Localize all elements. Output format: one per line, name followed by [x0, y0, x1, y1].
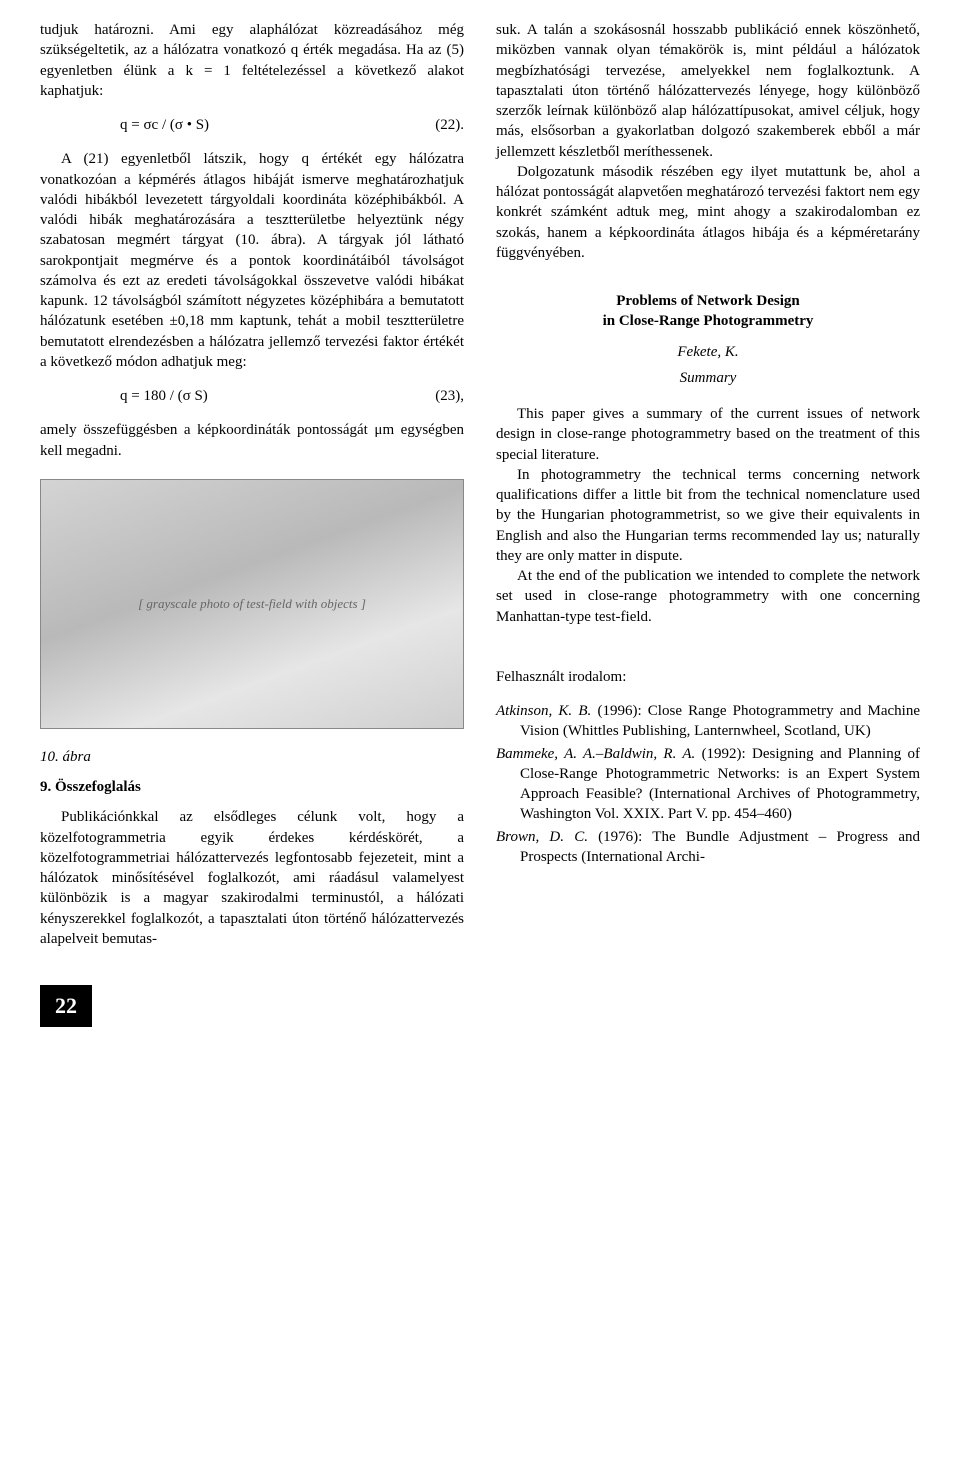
paragraph: amely összefüggésben a képkoordináták po… — [40, 420, 464, 461]
reference-item: Brown, D. C. (1976): The Bundle Adjustme… — [496, 827, 920, 868]
english-title: Problems of Network Design in Close-Rang… — [496, 291, 920, 332]
reference-author: Bammeke, A. A.–Baldwin, R. A. — [496, 746, 695, 762]
reference-author: Atkinson, K. B. — [496, 703, 591, 719]
english-summary-label: Summary — [496, 368, 920, 388]
figure-10: [ grayscale photo of test-field with obj… — [40, 479, 464, 729]
equation-number: (22). — [435, 115, 464, 135]
paragraph: tudjuk határozni. Ami egy alaphálózat kö… — [40, 20, 464, 101]
figure-caption: 10. ábra — [40, 747, 464, 767]
paragraph: A (21) egyenletből látszik, hogy q érték… — [40, 149, 464, 372]
page-number-badge: 22 — [40, 985, 92, 1027]
references-heading: Felhasznált irodalom: — [496, 667, 920, 687]
equation: q = σc / (σ • S) — [120, 115, 209, 135]
equation: q = 180 / (σ S) — [120, 386, 208, 406]
left-column: tudjuk határozni. Ami egy alaphálózat kö… — [40, 20, 464, 949]
english-title-line2: in Close-Range Photogrammetry — [496, 311, 920, 331]
equation-number: (23), — [435, 386, 464, 406]
right-column: suk. A talán a szokásosnál hosszabb publ… — [496, 20, 920, 949]
reference-author: Brown, D. C. — [496, 829, 588, 845]
equation-row: q = 180 / (σ S) (23), — [40, 386, 464, 406]
paragraph: Publikációnkkal az elsődleges célunk vol… — [40, 807, 464, 949]
paragraph: suk. A talán a szokásosnál hosszabb publ… — [496, 20, 920, 162]
english-author: Fekete, K. — [496, 342, 920, 362]
reference-item: Bammeke, A. A.–Baldwin, R. A. (1992): De… — [496, 744, 920, 825]
reference-item: Atkinson, K. B. (1996): Close Range Phot… — [496, 701, 920, 742]
section-heading: 9. Összefoglalás — [40, 777, 464, 797]
figure-image-placeholder: [ grayscale photo of test-field with obj… — [40, 479, 464, 729]
paragraph: This paper gives a summary of the curren… — [496, 404, 920, 465]
paragraph: Dolgozatunk második részében egy ilyet m… — [496, 162, 920, 263]
paragraph: At the end of the publication we intende… — [496, 566, 920, 627]
english-title-line1: Problems of Network Design — [496, 291, 920, 311]
equation-row: q = σc / (σ • S) (22). — [40, 115, 464, 135]
paragraph: In photogrammetry the technical terms co… — [496, 465, 920, 566]
